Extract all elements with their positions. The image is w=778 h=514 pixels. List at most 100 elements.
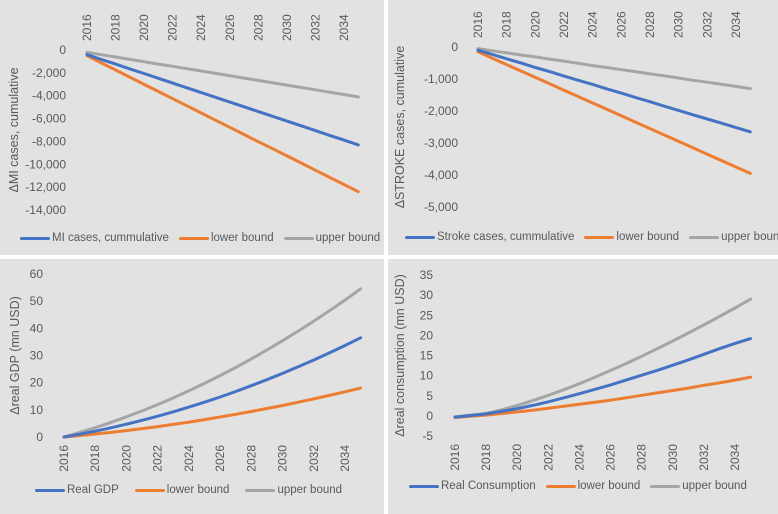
stroke-y-axis-title: ΔSTROKE cases, cumulative (393, 46, 407, 209)
legend-label: Real Consumption (441, 480, 536, 492)
consumption-y-tick-label: 35 (420, 268, 434, 282)
stroke-x-tick-label: 2016 (471, 11, 485, 38)
gdp-y-tick-label: 10 (30, 403, 44, 417)
gdp-series-central-line (62, 336, 363, 439)
legend-swatch-gray (283, 236, 314, 240)
mi-x-tick-label: 2030 (280, 14, 294, 41)
gdp-x-tick-label: 2032 (307, 445, 321, 472)
mi-y-tick-label: -2,000 (32, 66, 66, 80)
mi-y-axis-title: ΔMI cases, cumulative (7, 67, 21, 192)
mi-x-tick-label: 2016 (80, 14, 94, 41)
stroke-series-lower-bound-line (476, 50, 752, 175)
stroke-x-tick-label: 2024 (586, 11, 600, 38)
stroke-x-tick-label: 2022 (557, 11, 571, 38)
legend-label: lower bound (577, 480, 641, 492)
legend-item-central: MI cases, cummulative (20, 232, 169, 244)
mi-x-tick-label: 2032 (308, 14, 322, 41)
gdp-legend: Real GDP lower bound upper bound (35, 484, 352, 496)
legend-label: MI cases, cummulative (52, 232, 169, 244)
legend-label: upper bound (682, 480, 747, 492)
consumption-x-tick-label: 2018 (479, 444, 493, 471)
stroke-x-tick-label: 2028 (643, 11, 657, 38)
gdp-x-tick-label: 2018 (88, 445, 102, 472)
mi-y-tick-label: -8,000 (32, 134, 66, 148)
mi-legend: MI cases, cummulative lower bound upper … (20, 232, 390, 244)
mi-y-tick-label: -14,000 (25, 203, 66, 217)
legend-swatch-gray (689, 235, 720, 239)
legend-item-lower: lower bound (134, 484, 230, 496)
mi-y-tick-label: -4,000 (32, 89, 66, 103)
consumption-x-tick-label: 2020 (510, 444, 524, 471)
legend-swatch-blue (405, 235, 435, 239)
gdp-x-tick-label: 2030 (276, 445, 290, 472)
consumption-y-tick-label: 25 (420, 308, 434, 322)
legend-item-upper: upper bound (283, 232, 381, 244)
stroke-y-tick-label: -3,000 (424, 136, 458, 150)
legend-item-lower: lower bound (178, 232, 274, 244)
consumption-series-central-line (453, 337, 753, 419)
mi-series-central-line (85, 53, 360, 147)
consumption-y-tick-label: 5 (426, 389, 433, 403)
legend-item-upper: upper bound (245, 484, 342, 496)
gdp-y-tick-label: 0 (36, 430, 43, 444)
legend-label: lower bound (166, 484, 230, 496)
mi-x-tick-label: 2028 (251, 14, 265, 41)
legend-item-central: Real GDP (35, 484, 119, 496)
consumption-y-axis-title: Δreal consumption (mn USD) (393, 274, 407, 437)
mi-y-tick-label: -12,000 (25, 180, 66, 194)
mi-y-tick-label: -6,000 (32, 112, 66, 126)
legend-swatch-orange (134, 488, 165, 492)
legend-label: upper bound (277, 484, 343, 496)
mi-x-tick-label: 2020 (137, 14, 151, 41)
mi-x-tick-label: 2022 (166, 14, 180, 41)
stroke-cases-panel (388, 0, 778, 255)
gdp-x-tick-label: 2026 (213, 445, 227, 472)
stroke-y-tick-label: -5,000 (424, 200, 458, 214)
gdp-x-tick-label: 2016 (57, 445, 71, 472)
consumption-y-tick-label: -5 (422, 429, 433, 443)
stroke-y-tick-label: 0 (451, 40, 458, 54)
consumption-x-tick-label: 2030 (666, 444, 680, 471)
stroke-legend: Stroke cases, cummulative lower bound up… (405, 231, 778, 243)
consumption-series-lower-bound-line (453, 375, 753, 419)
consumption-x-tick-label: 2024 (572, 444, 586, 471)
stroke-y-tick-label: -4,000 (424, 168, 458, 182)
legend-item-central: Real Consumption (409, 480, 536, 492)
stroke-series-central-line (476, 48, 752, 134)
legend-swatch-orange (545, 484, 576, 488)
legend-swatch-gray (245, 488, 276, 492)
gdp-y-tick-label: 50 (30, 294, 44, 308)
mi-series-upper-bound-line (85, 50, 360, 99)
real-consumption-panel (388, 259, 778, 514)
consumption-y-tick-label: 30 (420, 288, 434, 302)
stroke-x-tick-label: 2020 (528, 11, 542, 38)
legend-swatch-orange (584, 235, 615, 239)
gdp-x-tick-label: 2028 (244, 445, 258, 472)
gdp-x-tick-label: 2022 (151, 445, 165, 472)
legend-item-central: Stroke cases, cummulative (405, 231, 574, 243)
real-gdp-panel (0, 259, 384, 514)
legend-label: upper bound (315, 232, 381, 244)
consumption-y-tick-label: 10 (420, 369, 434, 383)
mi-cases-panel (0, 0, 384, 255)
gdp-y-axis-title: Δreal GDP (mn USD) (8, 296, 22, 415)
mi-y-tick-label: -10,000 (25, 157, 66, 171)
legend-item-lower: lower bound (545, 480, 641, 492)
legend-item-upper: upper bound (650, 480, 747, 492)
consumption-x-tick-label: 2028 (635, 444, 649, 471)
stroke-x-tick-label: 2030 (672, 11, 686, 38)
legend-item-upper: upper bound (689, 231, 778, 243)
legend-swatch-blue (409, 484, 439, 488)
consumption-series-upper-bound-line (453, 297, 753, 419)
gdp-x-tick-label: 2020 (119, 445, 133, 472)
consumption-x-tick-label: 2032 (697, 444, 711, 471)
consumption-legend: Real Consumption lower bound upper bound (409, 480, 757, 492)
mi-y-tick-label: 0 (59, 43, 66, 57)
legend-swatch-orange (178, 236, 209, 240)
stroke-x-tick-label: 2018 (500, 11, 514, 38)
legend-label: Real GDP (67, 484, 119, 496)
stroke-x-tick-label: 2034 (729, 11, 743, 38)
gdp-y-tick-label: 20 (30, 376, 44, 390)
gdp-x-tick-label: 2024 (182, 445, 196, 472)
